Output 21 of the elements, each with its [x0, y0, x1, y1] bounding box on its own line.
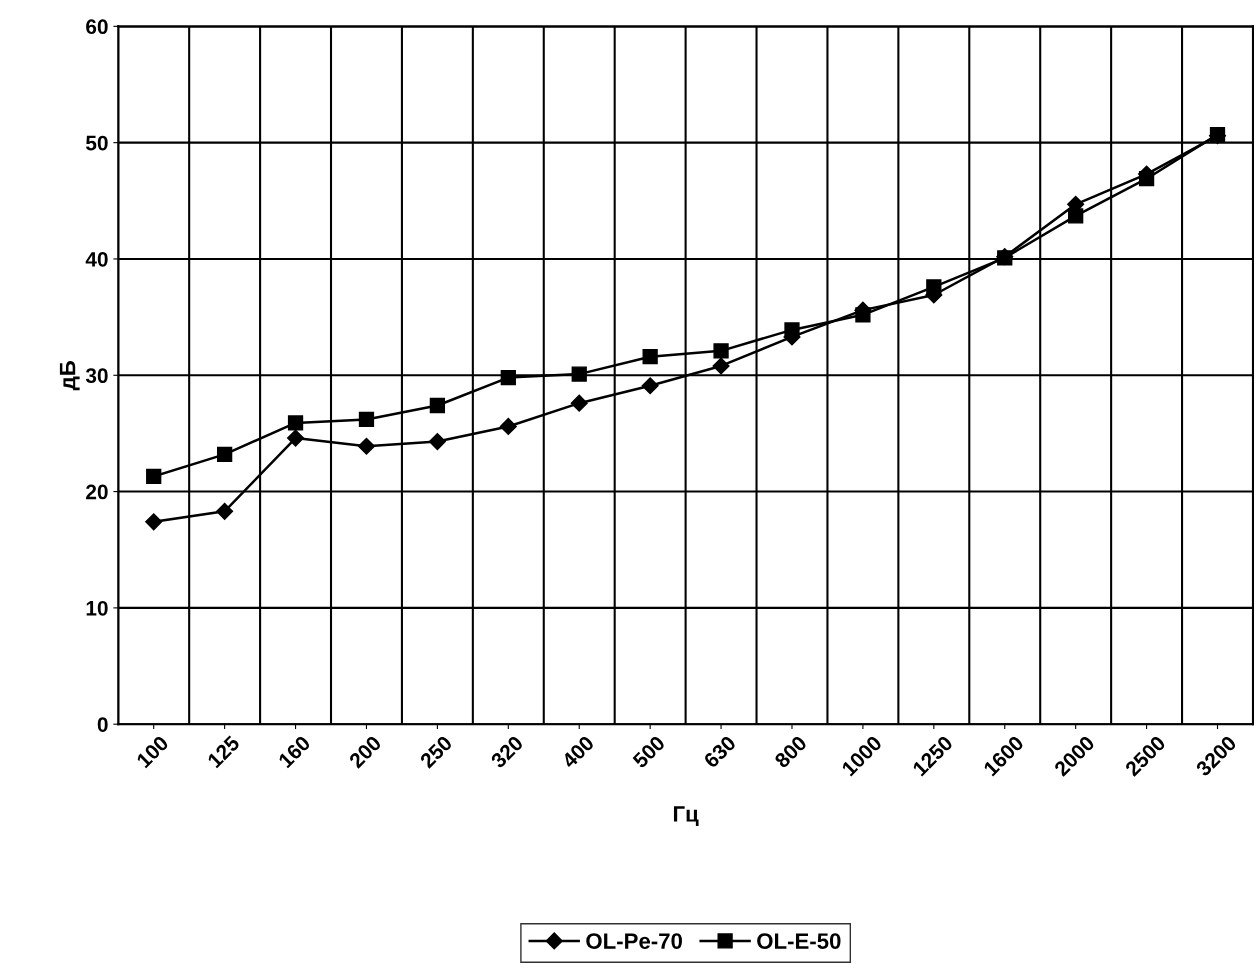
y-tick-label: 30: [85, 368, 108, 384]
x-tick-label: 160: [277, 734, 312, 769]
x-tick-label: 400: [560, 734, 595, 770]
x-tick-label: 250: [419, 734, 454, 769]
x-tick-label: 630: [702, 734, 737, 769]
legend-label: OL-E-50: [757, 933, 841, 949]
x-tick-label: 500: [631, 734, 666, 769]
y-tick-label: 10: [86, 600, 108, 616]
y-tick-label: 50: [86, 135, 108, 151]
legend-label: OL-Pe-70: [586, 933, 682, 949]
x-tick-label: 800: [773, 734, 808, 769]
y-axis-title: дБ: [59, 361, 80, 391]
y-tick-label: 20: [86, 484, 108, 500]
x-tick-label: 200: [348, 734, 383, 769]
x-tick-label: 100: [135, 734, 170, 769]
x-tick-label: 320: [489, 734, 524, 769]
y-tick-label: 0: [97, 717, 108, 732]
x-axis-title: Гц: [673, 806, 699, 826]
y-tick-label: 40: [85, 251, 108, 267]
x-tick-label: 125: [206, 734, 241, 769]
y-tick-label: 60: [86, 19, 108, 35]
